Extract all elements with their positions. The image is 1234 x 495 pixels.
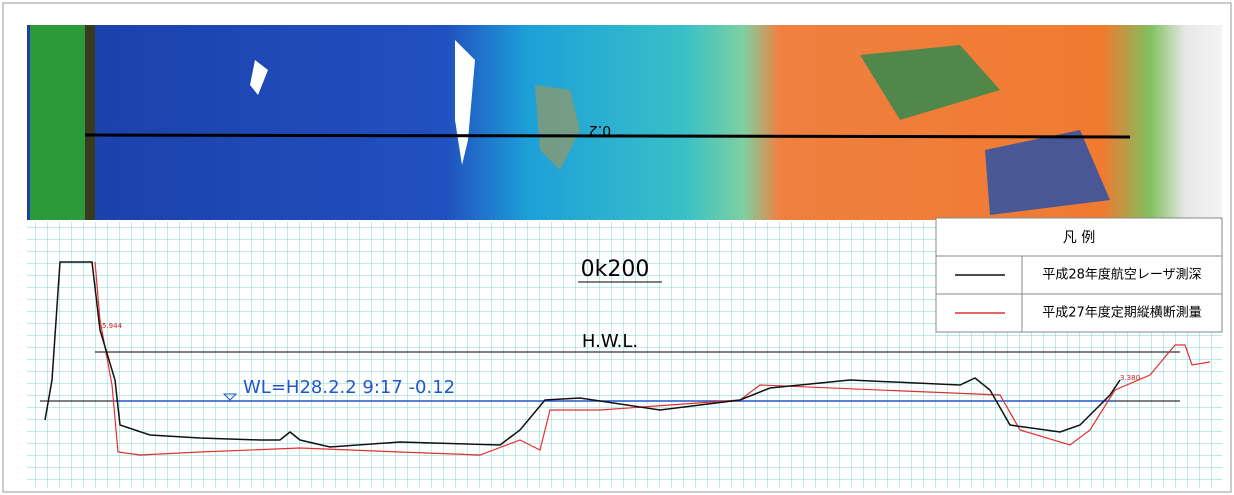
water-level-label: WL=H28.2.2 9:17 -0.12 [243,377,455,398]
legend-entry: 平成28年度航空レーザ測深 [1042,267,1201,283]
hwl-label: H.W.L. [582,331,638,352]
legend: 凡 例 平成28年度航空レーザ測深 平成27年度定期縦横断測量 [936,218,1222,332]
section-label: 0.2 [589,122,611,138]
figure: 0.2 0k200 H.W.L. WL=H28.2.2 9:17 -0.12 5… [0,0,1234,495]
legend-title: 凡 例 [1063,230,1095,246]
profile-title: 0k200 [581,257,650,282]
aerial-image: 0.2 [27,25,1222,220]
elevation-label: 5.944 [102,322,123,330]
legend-entry: 平成27年度定期縦横断測量 [1042,305,1202,321]
